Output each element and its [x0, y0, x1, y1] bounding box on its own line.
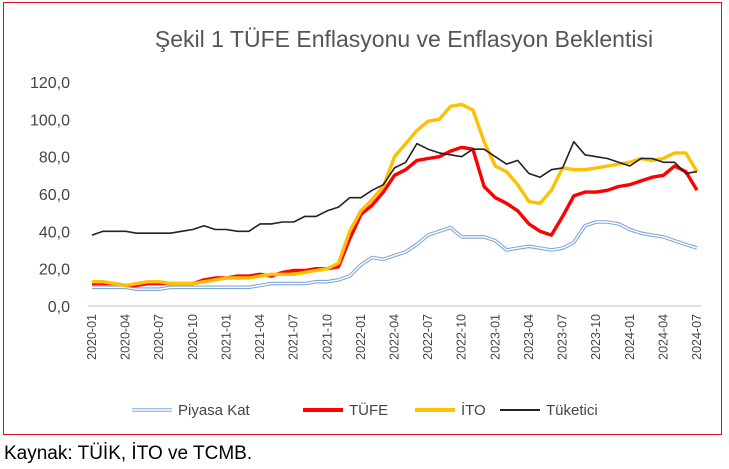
chart-title: Şekil 1 TÜFE Enflasyonu ve Enflasyon Bek…	[155, 26, 653, 52]
x-tick-label: 2024-07	[690, 314, 704, 360]
series-lines	[91, 102, 699, 292]
y-tick-label: 120,0	[30, 75, 70, 92]
legend: Piyasa Kat TÜFE İTO Tüketici	[132, 401, 598, 419]
x-tick-label: 2022-07	[421, 314, 435, 360]
series-line-i-to	[92, 102, 699, 288]
x-tick-label: 2020-10	[186, 314, 200, 360]
y-tick-label: 60,0	[39, 187, 70, 204]
x-tick-label: 2022-10	[455, 314, 469, 360]
x-tick-label: 2024-04	[656, 314, 670, 360]
x-tick-label: 2023-07	[556, 314, 570, 360]
x-tick-label: 2020-07	[152, 314, 166, 360]
legend-label-t-ketici: Tüketici	[546, 402, 598, 419]
x-tick-label: 2022-04	[388, 314, 402, 360]
x-tick-label: 2023-01	[488, 314, 502, 360]
legend-label-i-to: İTO	[461, 401, 486, 419]
legend-label-t-fe: TÜFE	[349, 401, 388, 419]
y-tick-labels: 0,0 20,0 40,0 60,0 80,0 100,0 120,0	[30, 75, 70, 316]
source-note: Kaynak: TÜİK, İTO ve TCMB.	[4, 443, 253, 464]
y-tick-label: 100,0	[30, 112, 70, 129]
x-tick-label: 2023-04	[522, 314, 536, 360]
x-tick-label: 2021-10	[320, 314, 334, 360]
x-tick-label: 2020-04	[119, 314, 133, 360]
x-tick-label: 2020-01	[85, 314, 99, 360]
x-tick-label: 2021-07	[287, 314, 301, 360]
series-line-inner-piyasa-kat	[92, 221, 698, 290]
y-tick-label: 0,0	[48, 299, 70, 316]
x-tick-labels: 2020-01 2020-04 2020-07 2020-10 2021-01 2021-…	[85, 314, 704, 360]
y-tick-label: 40,0	[39, 224, 70, 241]
x-tick-label: 2021-01	[219, 314, 233, 360]
chart-canvas: Şekil 1 TÜFE Enflasyonu ve Enflasyon Bek…	[30, 26, 704, 419]
y-tick-label: 80,0	[39, 150, 70, 167]
y-tick-label: 20,0	[39, 262, 70, 279]
x-tick-label: 2021-04	[253, 314, 267, 360]
x-tick-label: 2024-01	[623, 314, 637, 360]
chart-frame: Şekil 1 TÜFE Enflasyonu ve Enflasyon Bek…	[3, 2, 722, 435]
x-tick-label: 2022-01	[354, 314, 368, 360]
legend-label-piyasa-kat: Piyasa Kat	[178, 402, 251, 419]
series-line-t-ketici	[91, 140, 698, 236]
x-tick-label: 2023-10	[589, 314, 603, 360]
